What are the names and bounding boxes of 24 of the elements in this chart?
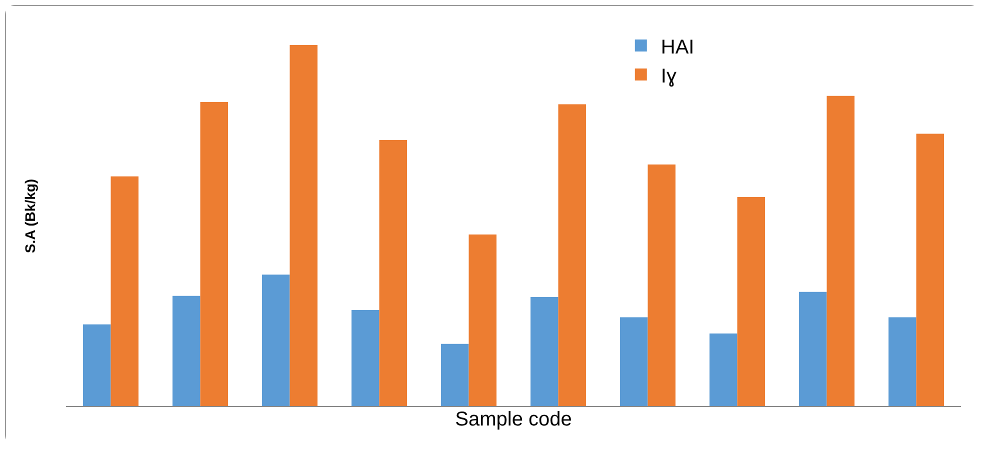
- bar: [826, 96, 854, 406]
- bar: [83, 324, 111, 406]
- bar: [262, 274, 290, 406]
- bar: [290, 45, 318, 406]
- bar: [530, 296, 558, 406]
- y-axis-title: S.A (Bk/kg): [22, 178, 38, 254]
- bar: [916, 134, 944, 406]
- bar: [737, 196, 765, 406]
- bar: [799, 292, 827, 406]
- legend-label: HAI: [660, 36, 694, 58]
- legend-label: Iɣ: [660, 65, 676, 88]
- x-axis-title: Sample code: [455, 408, 572, 430]
- bar: [352, 310, 380, 406]
- bar: [648, 164, 676, 406]
- bar: [888, 317, 916, 406]
- bar: [558, 104, 586, 406]
- bar: [710, 333, 738, 406]
- bar: [620, 317, 648, 406]
- bar: [200, 102, 228, 406]
- bar: [379, 140, 407, 406]
- bar: [468, 234, 496, 406]
- bar: [172, 296, 200, 406]
- bar: [110, 176, 138, 406]
- bar: [441, 344, 469, 406]
